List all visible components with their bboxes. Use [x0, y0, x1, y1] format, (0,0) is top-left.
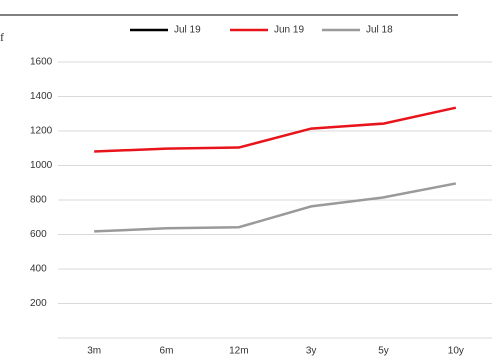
series-line [94, 182, 457, 233]
annotation: f [0, 30, 4, 44]
y-tick-label: 200 [30, 298, 47, 309]
x-tick-label: 12m [229, 346, 248, 357]
y-tick-label: 600 [30, 229, 47, 240]
x-tick-label: 3y [306, 346, 317, 357]
x-tick-label: 5y [378, 346, 389, 357]
x-tick-label: 10y [448, 346, 464, 357]
y-tick-label: 400 [30, 264, 47, 275]
legend-label: Jun 19 [274, 25, 304, 36]
y-tick-label: 800 [30, 195, 47, 206]
legend-label: Jul 18 [366, 25, 393, 36]
y-tick-label: 1200 [30, 126, 53, 137]
series-line [94, 106, 457, 153]
legend-label: Jul 19 [174, 25, 201, 36]
y-tick-label: 1000 [30, 160, 53, 171]
x-tick-label: 6m [160, 346, 174, 357]
y-tick-label: 1600 [30, 57, 53, 68]
y-tick-label: 1400 [30, 91, 53, 102]
x-tick-label: 3m [87, 346, 101, 357]
